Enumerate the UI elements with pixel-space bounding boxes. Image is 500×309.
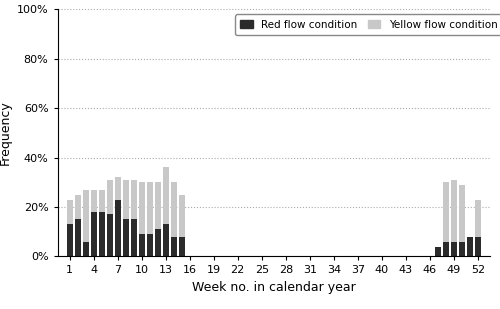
- Bar: [90, 190, 96, 212]
- Bar: [122, 219, 128, 256]
- Bar: [170, 182, 176, 237]
- Bar: [443, 242, 449, 256]
- Bar: [130, 180, 136, 219]
- Bar: [138, 182, 144, 234]
- Bar: [170, 237, 176, 256]
- Bar: [162, 167, 168, 224]
- Bar: [451, 180, 457, 242]
- Bar: [459, 185, 465, 242]
- Bar: [154, 182, 160, 229]
- Bar: [74, 195, 80, 219]
- Bar: [451, 242, 457, 256]
- Bar: [467, 237, 473, 256]
- Bar: [90, 212, 96, 256]
- Bar: [146, 234, 152, 256]
- Bar: [122, 180, 128, 219]
- Bar: [106, 180, 112, 214]
- Bar: [459, 242, 465, 256]
- Bar: [98, 190, 104, 212]
- Bar: [74, 219, 80, 256]
- Y-axis label: Frequency: Frequency: [0, 100, 12, 165]
- Bar: [98, 212, 104, 256]
- Bar: [154, 229, 160, 256]
- Bar: [162, 224, 168, 256]
- Bar: [66, 224, 72, 256]
- Bar: [178, 237, 184, 256]
- Bar: [435, 247, 441, 256]
- Bar: [475, 237, 481, 256]
- Bar: [114, 200, 120, 256]
- Bar: [82, 190, 88, 242]
- Bar: [82, 242, 88, 256]
- Legend: Red flow condition, Yellow flow condition: Red flow condition, Yellow flow conditio…: [235, 15, 500, 35]
- Bar: [475, 200, 481, 237]
- Bar: [130, 219, 136, 256]
- Bar: [443, 182, 449, 242]
- Bar: [146, 182, 152, 234]
- Bar: [138, 234, 144, 256]
- Bar: [66, 200, 72, 224]
- Bar: [106, 214, 112, 256]
- X-axis label: Week no. in calendar year: Week no. in calendar year: [192, 281, 356, 294]
- Bar: [114, 177, 120, 200]
- Bar: [178, 195, 184, 237]
